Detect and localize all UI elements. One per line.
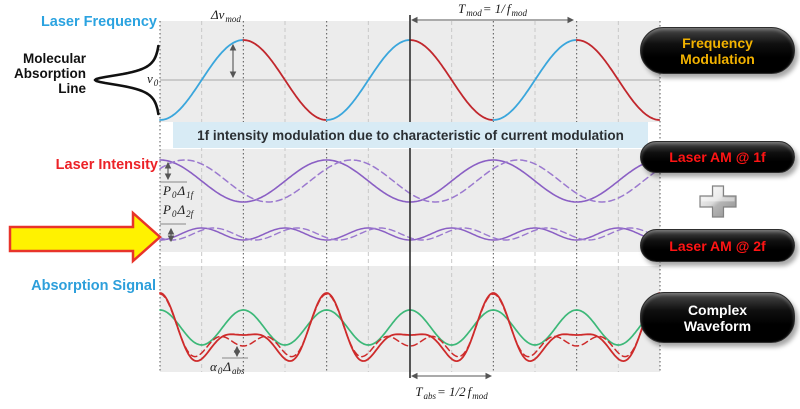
- delta-nu-mod-label: Δνmod: [211, 7, 241, 24]
- tmod-label: Tmod= 1/fmod: [458, 1, 527, 18]
- absorption-signal-label: Absorption Signal: [31, 278, 156, 294]
- laser-frequency-sine-falling: [409, 39, 494, 121]
- nu0-label: ν0: [147, 71, 159, 88]
- badge-frequency-modulation: Frequency Modulation: [640, 27, 795, 74]
- laser-frequency-label: Laser Frequency: [40, 14, 157, 30]
- alpha0-delta-abs-label: α0Δabs: [210, 359, 245, 376]
- laser-frequency-sine-rising: [492, 39, 577, 121]
- yellow-arrow-icon: [8, 210, 162, 264]
- p0-delta-1f-label: P0Δ1f: [163, 183, 194, 200]
- badge-laser-am-2f: Laser AM @ 2f: [640, 229, 795, 262]
- p0-delta-2f-label: P0Δ2f: [163, 202, 194, 219]
- laser-frequency-sine-rising: [159, 39, 244, 121]
- molecular-absorption-line-label: Molecular Absorption Line: [14, 51, 86, 96]
- badge-complex-waveform: Complex Waveform: [640, 292, 795, 343]
- laser-frequency-sine-falling: [242, 39, 327, 121]
- badge-laser-am-1f: Laser AM @ 1f: [640, 141, 795, 173]
- dimension-annotations: [160, 16, 575, 380]
- plus-icon: [699, 185, 737, 219]
- laser-intensity-label: Laser Intensity: [55, 157, 158, 173]
- absorption-profile-path: [93, 44, 160, 116]
- laser-frequency-sine-falling: [575, 39, 661, 121]
- laser-frequency-sine-rising: [325, 39, 411, 121]
- molecular-absorption-profile-curve: [93, 44, 160, 116]
- tabs-label: Tabs= 1/2 fmod: [415, 384, 488, 401]
- info-banner: 1f intensity modulation due to character…: [173, 122, 648, 148]
- absorption-complex-red-dashed: [159, 293, 661, 358]
